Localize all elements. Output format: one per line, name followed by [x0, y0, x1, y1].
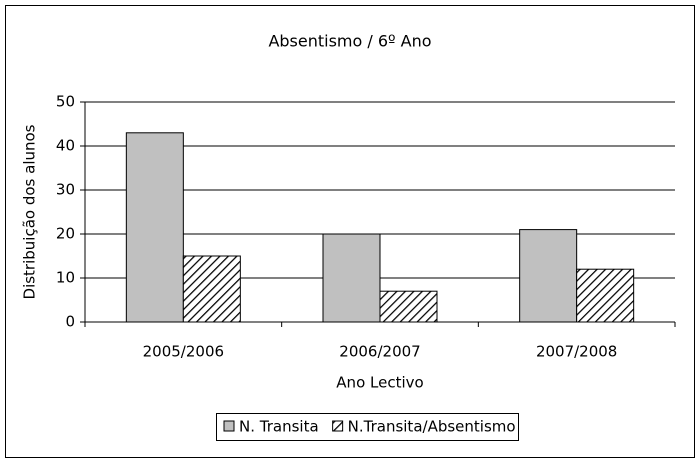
bar	[519, 229, 578, 323]
bar	[125, 132, 184, 323]
bar	[379, 290, 438, 323]
y-tick-label: 50	[56, 93, 75, 111]
x-tick-label: 2006/2007	[339, 343, 420, 361]
bar	[576, 268, 635, 323]
legend-swatch	[223, 420, 235, 432]
legend-box	[216, 413, 519, 441]
bar	[182, 255, 241, 323]
y-tick-label: 0	[65, 313, 75, 331]
legend-label: N. Transita	[239, 418, 319, 436]
chart-title: Absentismo / 6º Ano	[268, 32, 431, 51]
legend-swatch	[332, 420, 344, 432]
x-tick-label: 2005/2006	[143, 343, 224, 361]
bar	[322, 233, 381, 323]
legend-label: N.Transita/Absentismo	[348, 418, 516, 436]
y-tick-label: 40	[56, 137, 75, 155]
x-tick-label: 2007/2008	[536, 343, 617, 361]
y-axis-title: Distribuição dos alunos	[21, 124, 39, 299]
y-tick-label: 30	[56, 181, 75, 199]
y-tick-label: 10	[56, 269, 75, 287]
chart-border	[5, 5, 695, 458]
x-axis-title: Ano Lectivo	[336, 374, 423, 392]
y-tick-label: 20	[56, 225, 75, 243]
